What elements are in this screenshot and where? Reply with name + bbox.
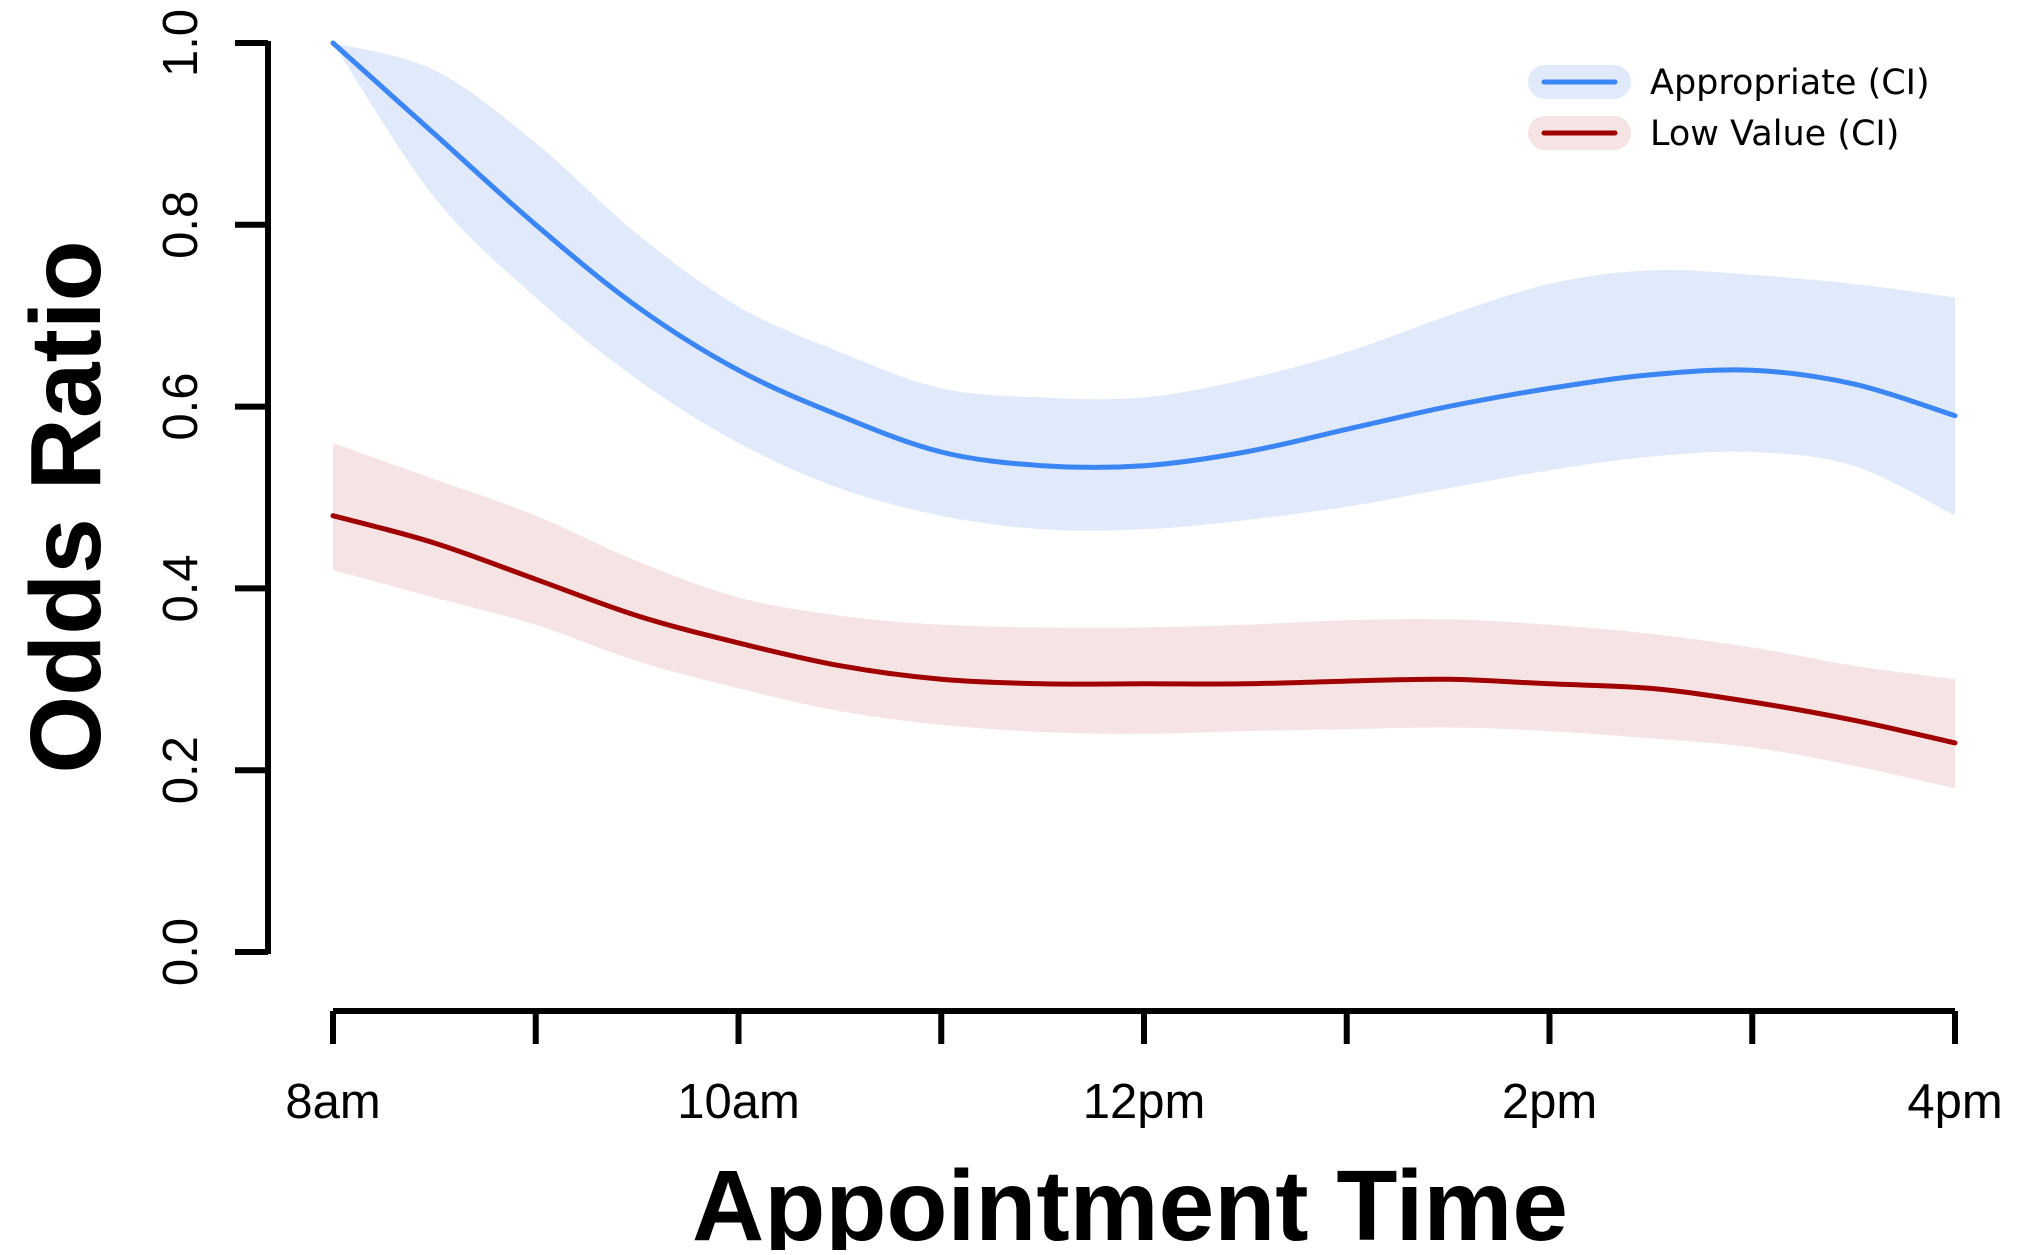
y-tick-label-2: 0.4 — [154, 554, 208, 622]
y-axis-title: Odds Ratio — [10, 240, 122, 773]
legend-label-0: Appropriate (CI) — [1650, 63, 1930, 103]
confidence-bands — [333, 43, 1955, 789]
y-axis: 0.0 0.2 0.4 0.6 0.8 1.0 — [154, 9, 271, 986]
x-tick-label-6: 2pm — [1502, 1075, 1597, 1129]
x-tick-label-8: 4pm — [1907, 1075, 2002, 1129]
series-line-0 — [330, 40, 1958, 470]
legend-label-1: Low Value (CI) — [1650, 114, 1899, 154]
y-tick-label-3: 0.6 — [154, 373, 208, 441]
ci-band-0 — [333, 43, 1955, 531]
y-tick-label-0: 0.0 — [154, 918, 208, 986]
x-tick-label-2: 10am — [677, 1075, 800, 1129]
series-line-1 — [330, 513, 1958, 746]
x-tick-label-4: 12pm — [1083, 1075, 1206, 1129]
legend: Appropriate (CI) Low Value (CI) — [1528, 63, 1930, 154]
y-tick-label-5: 1.0 — [154, 9, 208, 77]
x-tick-label-0: 8am — [285, 1075, 380, 1129]
y-tick-label-4: 0.8 — [154, 191, 208, 259]
x-axis-title: Appointment Time — [692, 1150, 1568, 1250]
y-tick-label-1: 0.2 — [154, 736, 208, 804]
series-lines — [330, 40, 1958, 746]
x-axis: 8am 10am 12pm 2pm 4pm — [285, 1008, 2003, 1129]
ci-band-1 — [333, 443, 1955, 789]
